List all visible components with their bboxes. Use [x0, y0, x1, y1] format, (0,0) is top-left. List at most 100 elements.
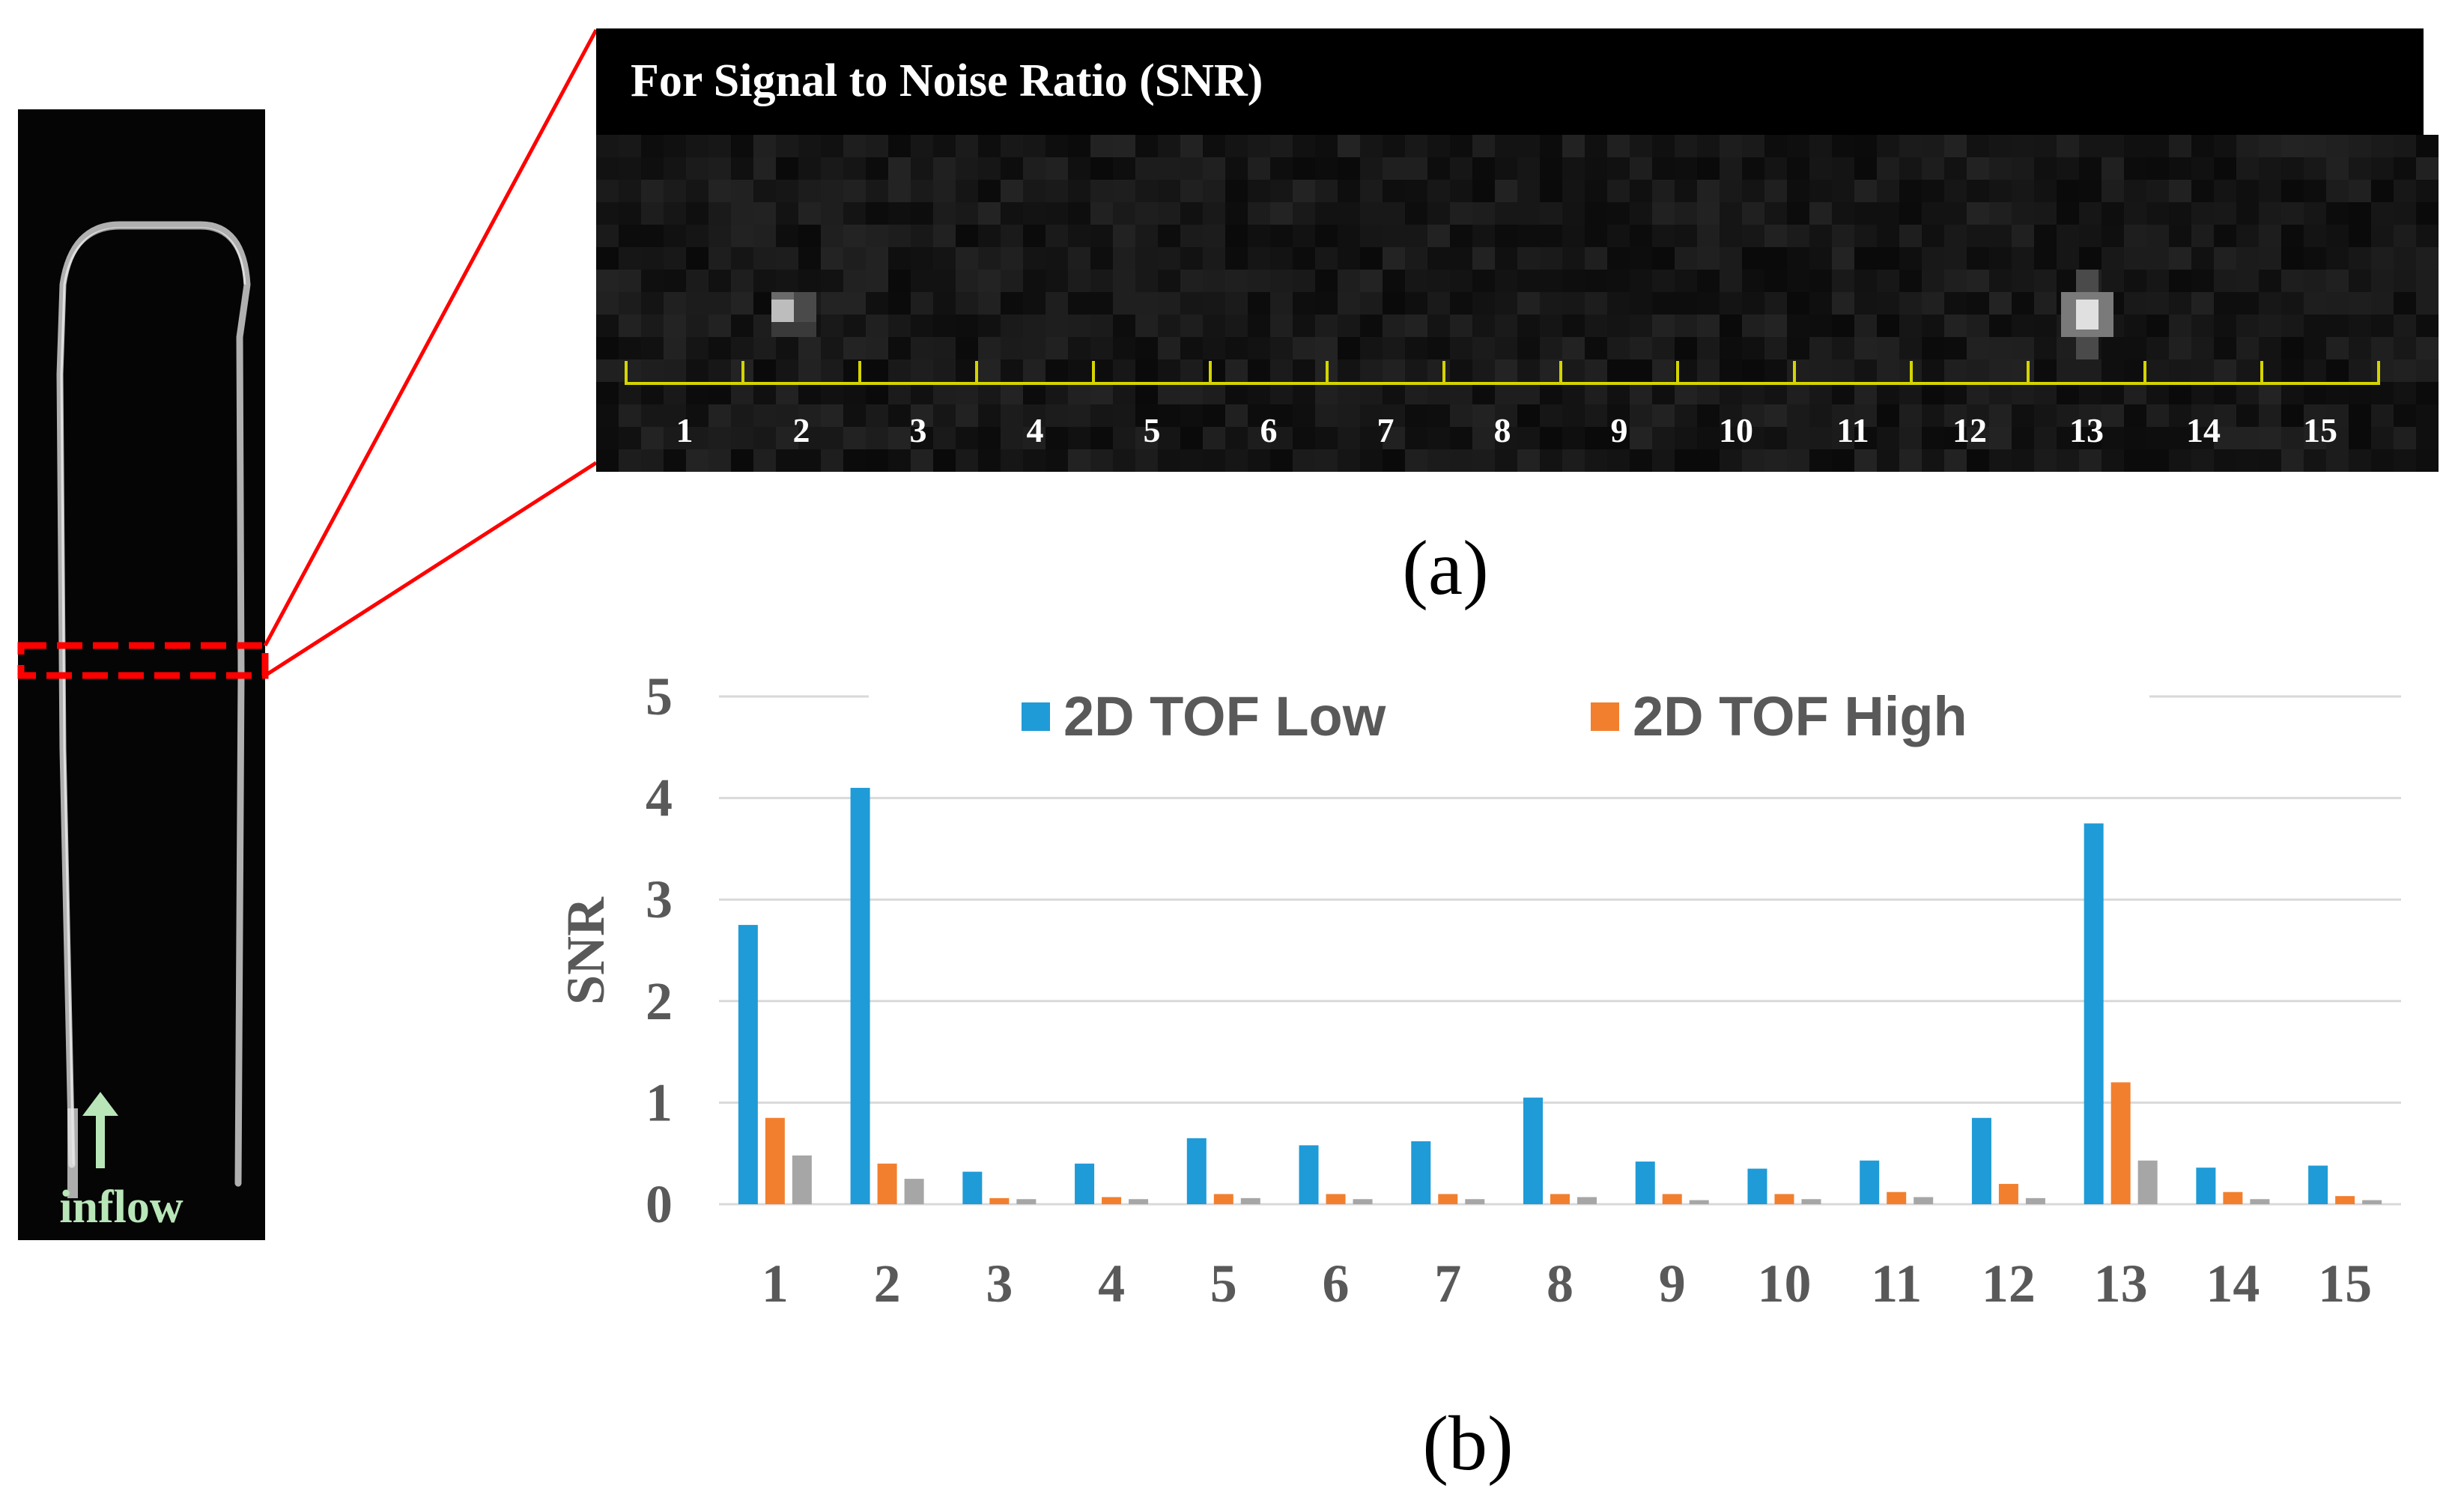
noise-pixel: [1046, 315, 1068, 337]
noise-pixel: [2326, 449, 2349, 472]
noise-pixel: [1450, 180, 1472, 202]
noise-pixel: [1225, 270, 1248, 292]
noise-pixel: [978, 449, 1001, 472]
noise-pixel: [1495, 135, 1517, 157]
noise-pixel: [664, 180, 686, 202]
noise-pixel: [2034, 135, 2057, 157]
noise-pixel: [2057, 135, 2079, 157]
noise-pixel: [2371, 449, 2394, 472]
noise-pixel: [798, 202, 821, 225]
noise-pixel: [1787, 359, 1809, 382]
noise-pixel: [1877, 337, 1899, 359]
noise-pixel: [1180, 315, 1203, 337]
noise-pixel: [2214, 449, 2236, 472]
noise-pixel: [2101, 270, 2124, 292]
noise-pixel: [1023, 292, 1046, 315]
bar-2d-tof-low: [850, 788, 870, 1204]
noise-pixel: [2394, 427, 2416, 449]
noise-pixel: [708, 270, 731, 292]
noise-pixel: [2034, 270, 2057, 292]
noise-pixel: [1922, 449, 1944, 472]
noise-pixel: [1090, 225, 1113, 247]
noise-pixel: [1113, 315, 1135, 337]
noise-pixel: [1967, 247, 1989, 270]
bar-2d-tof-high: [877, 1163, 897, 1204]
noise-pixel: [619, 292, 641, 315]
noise-pixel: [1809, 270, 1832, 292]
noise-pixel: [866, 404, 888, 427]
noise-pixel: [933, 359, 956, 382]
noise-pixel: [1495, 427, 1517, 449]
noise-pixel: [1293, 157, 1315, 180]
noise-pixel: [2371, 315, 2394, 337]
noise-pixel: [1585, 315, 1607, 337]
noise-pixel: [1405, 315, 1427, 337]
noise-pixel: [2349, 315, 2371, 337]
noise-pixel: [1203, 449, 1225, 472]
noise-pixel: [1922, 180, 1944, 202]
noise-pixel: [2304, 359, 2326, 382]
noise-pixel: [1001, 315, 1023, 337]
noise-pixel: [2349, 157, 2371, 180]
bar-2d-tof-high: [1774, 1194, 1794, 1204]
noise-pixel: [1607, 315, 1630, 337]
noise-pixel: [1585, 225, 1607, 247]
noise-pixel: [2394, 359, 2416, 382]
noise-pixel: [1652, 337, 1675, 359]
noise-pixel: [1158, 404, 1180, 427]
noise-pixel: [2057, 404, 2079, 427]
noise-pixel: [2281, 180, 2304, 202]
noise-pixel: [1293, 270, 1315, 292]
noise-pixel: [2281, 135, 2304, 157]
noise-pixel: [1225, 427, 1248, 449]
noise-pixel: [2101, 427, 2124, 449]
bar-2d-tof-low: [1971, 1117, 1991, 1204]
noise-pixel: [1922, 225, 1944, 247]
roi-label: 1: [676, 411, 694, 449]
noise-pixel: [956, 359, 978, 382]
noise-pixel: [1001, 449, 1023, 472]
noise-pixel: [1787, 315, 1809, 337]
noise-pixel: [1225, 225, 1248, 247]
noise-pixel: [2214, 225, 2236, 247]
noise-pixel: [2146, 337, 2169, 359]
noise-pixel: [1158, 382, 1180, 404]
noise-pixel: [753, 247, 776, 270]
noise-pixel: [1922, 427, 1944, 449]
noise-pixel: [2236, 382, 2259, 404]
noise-pixel: [1360, 202, 1383, 225]
noise-pixel: [1585, 247, 1607, 270]
noise-pixel: [1540, 315, 1562, 337]
noise-pixel: [1046, 359, 1068, 382]
noise-pixel: [708, 247, 731, 270]
noise-pixel: [1899, 427, 1922, 449]
noise-pixel: [798, 449, 821, 472]
noise-pixel: [2416, 225, 2439, 247]
noise-pixel: [753, 449, 776, 472]
noise-pixel: [2259, 404, 2281, 427]
x-tick-label: 6: [1323, 1254, 1350, 1314]
noise-pixel: [776, 225, 798, 247]
noise-pixel: [798, 247, 821, 270]
noise-pixel: [1944, 404, 1967, 427]
noise-pixel: [1922, 157, 1944, 180]
noise-pixel: [596, 225, 619, 247]
noise-pixel: [2034, 359, 2057, 382]
noise-pixel: [1225, 404, 1248, 427]
noise-pixel: [1877, 315, 1899, 337]
noise-pixel: [2349, 337, 2371, 359]
noise-pixel: [933, 337, 956, 359]
noise-pixel: [619, 157, 641, 180]
noise-pixel: [1450, 427, 1472, 449]
noise-pixel: [1967, 180, 1989, 202]
noise-pixel: [1383, 247, 1405, 270]
noise-pixel: [1293, 359, 1315, 382]
noise-pixel: [2416, 180, 2439, 202]
noise-pixel: [1630, 292, 1652, 315]
bar-2d-tof-low: [2196, 1168, 2216, 1204]
noise-pixel: [1720, 225, 1742, 247]
noise-pixel: [1135, 315, 1158, 337]
noise-pixel: [1315, 315, 1338, 337]
noise-pixel: [1742, 337, 1764, 359]
